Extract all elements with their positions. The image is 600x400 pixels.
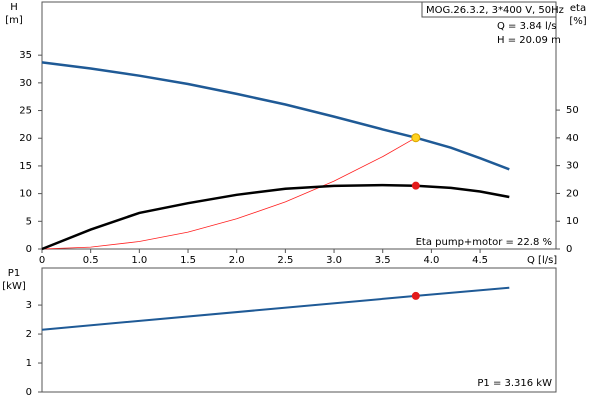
curve: [41, 183, 510, 251]
y2-tick-label: 50: [566, 105, 579, 116]
y-tick-label: 5: [26, 216, 32, 227]
annotation: P1 = 3.316 kW: [477, 378, 552, 389]
x-tick-label: 2.0: [229, 255, 245, 266]
y-tick-label: 10: [19, 189, 32, 200]
bottom-plot-frame: [41, 267, 557, 393]
annotation: Q = 3.84 l/s: [497, 21, 556, 32]
x-tick-label: 3.5: [375, 255, 391, 266]
y-axis-label: H: [10, 2, 18, 13]
curve: [41, 286, 510, 331]
y-tick-label: 25: [19, 106, 32, 117]
y-tick-label: 30: [19, 78, 32, 89]
y-tick-label: 3: [26, 300, 32, 311]
y-tick-label: 35: [19, 50, 32, 61]
pump-title: MOG.26.3.2, 3*400 V, 50Hz: [426, 5, 564, 16]
x-tick-label: 3.0: [326, 255, 342, 266]
curve: [41, 61, 510, 171]
curve: [41, 137, 416, 250]
x-tick-label: 0: [39, 255, 45, 266]
y2-tick-label: 20: [566, 188, 579, 199]
annotation: H = 20.09 m: [497, 35, 561, 46]
y2-tick-label: 40: [566, 133, 579, 144]
y2-tick-label: 10: [566, 216, 579, 227]
y-axis-label: [kW]: [2, 281, 26, 292]
x-tick-label: 2.5: [277, 255, 293, 266]
y2-tick-label: 0: [566, 244, 572, 255]
y2-axis-label: [%]: [569, 16, 586, 27]
y-axis-label: [m]: [5, 15, 23, 26]
y-tick-label: 2: [26, 329, 32, 340]
top-plot-frame: [41, 1, 557, 250]
y2-tick-label: 30: [566, 161, 579, 172]
y-axis-label: P1: [8, 268, 20, 279]
info-box: [421, 1, 557, 18]
x-tick-label: 4.5: [472, 255, 488, 266]
annotation: Eta pump+motor = 22.8 %: [416, 237, 552, 248]
x-tick-label: 0.5: [83, 255, 99, 266]
y-tick-label: 0: [26, 387, 32, 398]
operating-point: [411, 133, 421, 143]
x-axis-label: Q [l/s]: [527, 255, 557, 266]
operating-point: [411, 181, 420, 190]
y-tick-label: 1: [26, 358, 32, 369]
x-tick-label: 4.0: [423, 255, 439, 266]
y-tick-label: 0: [26, 244, 32, 255]
operating-point: [411, 291, 420, 300]
y2-axis-label: eta: [570, 3, 586, 14]
y-tick-label: 15: [19, 161, 32, 172]
y-tick-label: 20: [19, 133, 32, 144]
x-tick-label: 1.5: [180, 255, 196, 266]
x-tick-label: 1.0: [131, 255, 147, 266]
